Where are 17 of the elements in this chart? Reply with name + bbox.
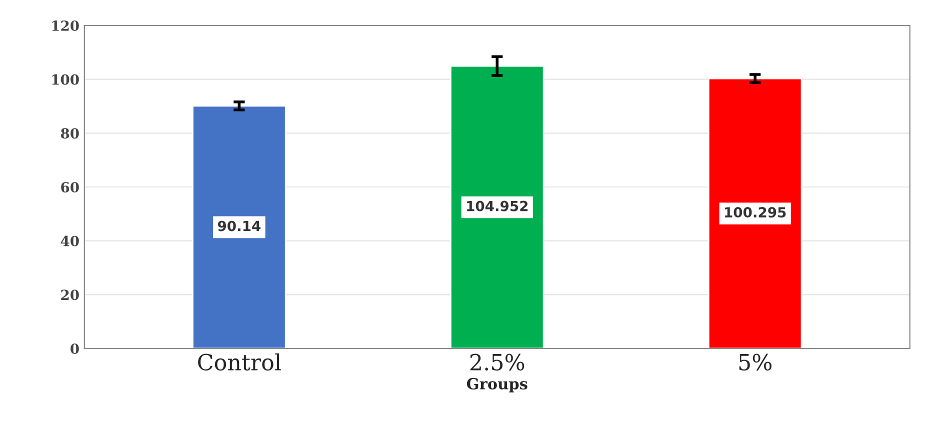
y-tick-label: 60	[61, 182, 79, 192]
y-tick-label: 0	[70, 343, 79, 354]
y-tick-label: 100	[52, 74, 79, 85]
data-label: 100.295	[725, 207, 786, 218]
data-label: 90.14	[218, 220, 261, 232]
bar	[450, 65, 544, 348]
x-tick-label: Control	[198, 353, 281, 371]
x-tick-label: 2.5%	[470, 354, 524, 371]
x-tick-label: 5%	[739, 354, 772, 371]
y-tick-label: 20	[61, 290, 79, 300]
y-tick-label: 80	[60, 128, 79, 139]
y-tick-label: 40	[60, 236, 79, 246]
x-axis-title: Groups	[466, 378, 528, 392]
data-label: 104.952	[467, 200, 528, 212]
y-tick-label: 120	[52, 20, 79, 31]
bar	[192, 105, 286, 348]
bar	[708, 78, 802, 348]
